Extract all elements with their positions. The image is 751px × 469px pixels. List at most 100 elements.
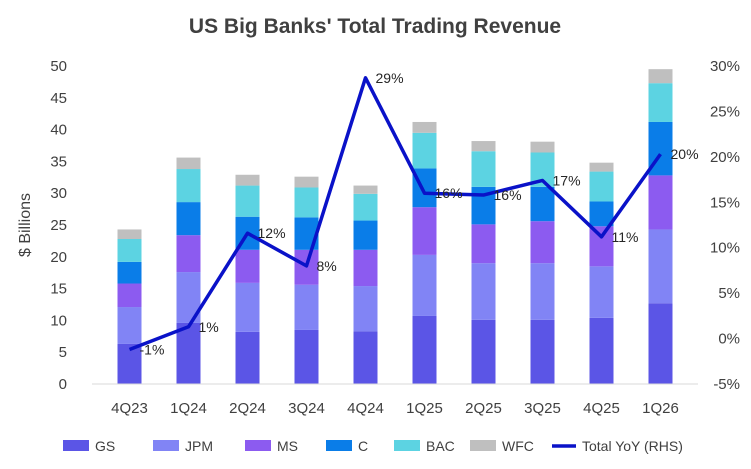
yoy-data-label: 16% (435, 185, 463, 201)
category-tick-label: 4Q25 (583, 400, 620, 417)
right-tick-label: 30% (710, 58, 740, 75)
bar-segment-ms (471, 224, 496, 264)
bar-segment-wfc (589, 162, 614, 172)
bar-segment-ms (353, 249, 378, 287)
right-axis-ticks: -5% 0% 5% 10% 15% 20% 25% 30% (710, 58, 740, 393)
bar-segment-wfc (648, 69, 673, 84)
legend-label: C (358, 438, 368, 454)
legend-swatch-c (326, 440, 352, 451)
bar-segment-c (353, 220, 378, 250)
bar-segment-gs (353, 331, 378, 384)
left-axis-ticks: 0 5 10 15 20 25 30 35 40 45 50 (50, 58, 67, 393)
bar-segment-ms (117, 283, 142, 308)
bar-segment-ms (648, 175, 673, 230)
bar-segment-ms (412, 207, 437, 255)
bar-segment-ms (530, 221, 555, 264)
bar-segment-jpm (353, 286, 378, 332)
bar-segment-c (589, 201, 614, 227)
yoy-data-label: -1% (140, 341, 165, 357)
category-tick-label: 1Q26 (642, 400, 679, 417)
bar-segment-c (176, 202, 201, 236)
yoy-line (128, 76, 662, 352)
legend-label: JPM (185, 438, 213, 454)
bar-segment-wfc (353, 185, 378, 194)
right-tick-label: 15% (710, 194, 740, 211)
bar-segment-wfc (412, 121, 437, 133)
left-tick-label: 35 (50, 153, 67, 170)
yoy-data-label: 8% (317, 258, 337, 274)
left-tick-label: 45 (50, 90, 67, 107)
bar-segment-jpm (235, 282, 260, 332)
left-tick-label: 40 (50, 122, 67, 139)
bar-segment-bac (176, 169, 201, 203)
right-tick-label: 25% (710, 103, 740, 120)
right-tick-label: 20% (710, 149, 740, 166)
bar-segment-ms (235, 249, 260, 283)
bar-segment-bac (235, 185, 260, 217)
bar-segment-jpm (117, 307, 142, 344)
legend-swatch-bac (394, 440, 420, 451)
bar-segment-gs (412, 315, 437, 384)
legend-swatch-wfc (470, 440, 496, 451)
bar-segment-bac (589, 171, 614, 202)
chart-title: US Big Banks' Total Trading Revenue (189, 15, 561, 38)
legend-swatch-gs (63, 440, 89, 451)
left-tick-label: 50 (50, 58, 67, 75)
bar-segment-wfc (235, 174, 260, 186)
yoy-data-label: 20% (671, 146, 699, 162)
yoy-data-label: 11% (612, 229, 639, 245)
bar-segment-jpm (589, 266, 614, 318)
bar-segment-wfc (294, 176, 319, 188)
left-tick-label: 5 (59, 344, 67, 361)
category-tick-label: 1Q25 (406, 400, 443, 417)
yoy-data-label: 29% (376, 70, 404, 86)
right-tick-label: 5% (718, 285, 740, 302)
bar-segment-c (530, 186, 555, 222)
yoy-data-label: 12% (258, 225, 286, 241)
bar-segment-ms (176, 235, 201, 273)
yoy-data-label: 16% (494, 187, 522, 203)
category-tick-label: 2Q25 (465, 400, 502, 417)
bar-segment-bac (294, 187, 319, 218)
left-tick-label: 0 (59, 376, 67, 393)
category-tick-label: 1Q24 (170, 400, 207, 417)
yoy-line-group: -1% 1% 12% 8% 29% 16% 16% 17% 11% 20% (128, 70, 699, 357)
bar-segment-gs (117, 343, 142, 384)
bar-segment-gs (589, 317, 614, 384)
bar-segment-jpm (294, 284, 319, 330)
legend-label: Total YoY (RHS) (582, 438, 683, 454)
bar-segment-jpm (412, 254, 437, 316)
left-tick-label: 20 (50, 249, 67, 266)
legend: GS JPM MS C BAC WFC Total YoY (RHS) (63, 438, 683, 454)
bar-segment-gs (294, 329, 319, 384)
left-tick-label: 25 (50, 217, 67, 234)
bar-segment-bac (353, 193, 378, 221)
category-tick-label: 4Q24 (347, 400, 384, 417)
category-tick-label: 2Q24 (229, 400, 266, 417)
bar-segment-jpm (471, 263, 496, 320)
bar-segment-gs (471, 319, 496, 384)
y-axis-label: $ Billions (17, 193, 34, 257)
left-tick-label: 30 (50, 185, 67, 202)
bar-segment-wfc (471, 141, 496, 152)
legend-label: GS (95, 438, 115, 454)
left-tick-label: 15 (50, 281, 67, 298)
legend-swatch-jpm (153, 440, 179, 451)
bar-segment-jpm (530, 263, 555, 320)
legend-label: BAC (426, 438, 455, 454)
right-tick-label: 10% (710, 240, 740, 257)
bar-segment-bac (117, 238, 142, 262)
bar-segment-gs (235, 331, 260, 384)
bar-segment-gs (530, 319, 555, 384)
bar-segment-jpm (648, 229, 673, 304)
bar-segment-wfc (117, 229, 142, 239)
category-axis-ticks: 4Q23 1Q24 2Q24 3Q24 4Q24 1Q25 2Q25 3Q25 4Q25 1Q26 (111, 400, 679, 417)
bar-segment-c (117, 261, 142, 284)
bar-segment-gs (648, 303, 673, 384)
right-tick-label: 0% (718, 331, 740, 348)
legend-label: WFC (502, 438, 534, 454)
category-tick-label: 4Q23 (111, 400, 148, 417)
category-tick-label: 3Q24 (288, 400, 325, 417)
bar-segment-bac (648, 83, 673, 122)
